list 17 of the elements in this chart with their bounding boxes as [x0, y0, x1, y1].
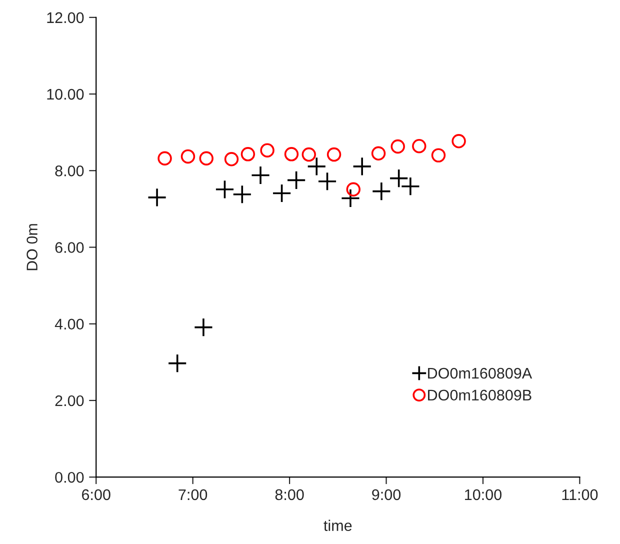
x-tick-label: 7:00 [178, 489, 208, 500]
x-tick-label: 9:00 [372, 489, 401, 500]
x-axis-title: time [324, 520, 352, 532]
y-tick-label: 4.00 [54, 318, 84, 330]
y-axis-title: DO 0m [26, 224, 38, 270]
y-tick-label: 10.00 [47, 88, 84, 100]
x-tick-label: 11:00 [562, 489, 598, 500]
legend-label: DO0m160809A [428, 368, 532, 379]
x-tick-label: 10:00 [465, 489, 502, 500]
y-tick-label: 12.00 [47, 12, 84, 24]
x-tick-label: 8:00 [275, 489, 304, 500]
y-tick-label: 8.00 [55, 166, 84, 176]
y-tick-label: 0.00 [55, 472, 84, 483]
y-tick-label: 2.00 [55, 395, 84, 406]
legend-label: DO0m160809B [428, 390, 532, 401]
x-tick-label: 6:00 [82, 489, 110, 500]
y-tick-label: 6.00 [55, 242, 84, 253]
